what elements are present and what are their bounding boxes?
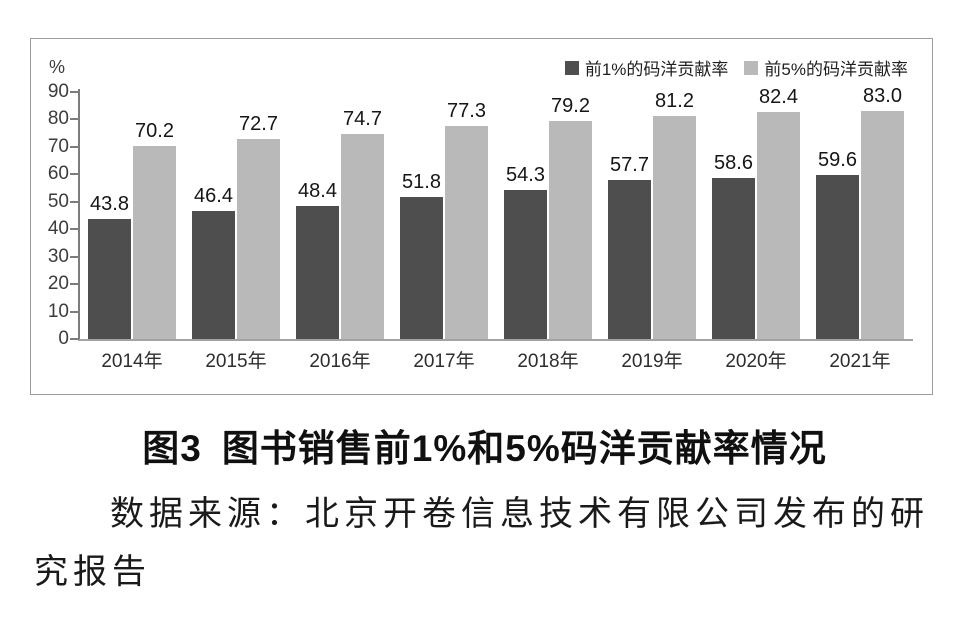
bar-top5 — [133, 145, 176, 339]
bar-top1 — [712, 177, 755, 339]
bar-value-label-top1: 57.7 — [610, 154, 649, 177]
chart-panel: 前1%的码洋贡献率 前5%的码洋贡献率 % 0 10 20 30 40 50 60 70 80 90… — [30, 38, 933, 395]
chart-legend: 前1%的码洋贡献率 前5%的码洋贡献率 — [564, 55, 908, 80]
plot-area: % 0 10 20 30 40 50 60 70 80 90 43.8 70.2 2014年 46.4 72… — [31, 39, 932, 394]
bar-value-label-top5: 79.2 — [551, 95, 590, 118]
figure-caption: 图3 图书销售前1%和5%码洋贡献率情况 — [0, 418, 969, 472]
bar-value-label-top5: 82.4 — [759, 86, 798, 109]
x-axis-label: 2017年 — [413, 351, 475, 372]
bar-top5 — [341, 133, 384, 339]
bar-value-label-top5: 74.7 — [343, 107, 382, 130]
x-axis-label: 2020年 — [725, 351, 787, 372]
x-axis-label: 2015年 — [205, 351, 267, 372]
y-axis-tick-label: 0 — [58, 328, 69, 349]
bar-value-label-top5: 83.0 — [863, 84, 902, 107]
bar-value-label-top5: 77.3 — [447, 100, 486, 123]
y-axis-tick-mark — [70, 283, 79, 285]
bar-top1 — [296, 205, 339, 339]
y-axis-tick-label: 40 — [47, 218, 69, 239]
bar-top1 — [88, 218, 131, 339]
bar-value-label-top1: 58.6 — [714, 151, 753, 174]
y-axis-line — [78, 89, 80, 341]
y-axis-tick-mark — [70, 173, 79, 175]
y-axis-tick-mark — [70, 200, 79, 203]
y-axis-tick-mark — [70, 228, 79, 230]
y-axis-tick-mark — [70, 310, 79, 313]
y-axis-tick-mark — [70, 255, 79, 258]
legend-label-top5: 前5%的码洋贡献率 — [764, 60, 908, 79]
y-axis-tick-mark — [70, 145, 79, 148]
bar-value-label-top1: 46.4 — [194, 185, 233, 208]
x-axis-label: 2019年 — [621, 351, 683, 372]
bar-top5 — [861, 110, 904, 339]
legend-swatch-top5 — [744, 60, 759, 75]
bar-top5 — [549, 121, 592, 339]
y-axis-tick-label: 20 — [47, 273, 69, 294]
bar-value-label-top5: 81.2 — [655, 89, 694, 112]
bar-value-label-top1: 54.3 — [506, 163, 545, 186]
bar-value-label-top1: 59.6 — [818, 149, 857, 172]
legend-swatch-top1 — [564, 60, 579, 75]
figure-source-note: 数据来源：北京开卷信息技术有限公司发布的研究报告 — [34, 496, 929, 591]
bar-top5 — [445, 126, 488, 339]
y-axis-unit-label: % — [48, 57, 65, 77]
y-axis-tick-label: 90 — [47, 80, 69, 102]
x-axis-label: 2014年 — [101, 351, 163, 372]
y-axis-tick-label: 60 — [47, 163, 69, 184]
y-axis-tick-label: 50 — [47, 190, 69, 212]
x-axis-line — [78, 339, 913, 341]
bar-top5 — [757, 112, 800, 339]
bar-top1 — [608, 180, 651, 339]
bar-value-label-top1: 43.8 — [90, 192, 129, 215]
bar-value-label-top1: 48.4 — [298, 179, 337, 202]
bar-top1 — [192, 211, 235, 339]
bar-top1 — [816, 175, 859, 339]
x-axis-label: 2018年 — [517, 351, 579, 372]
bar-top5 — [653, 115, 696, 339]
legend-item-top1: 前1%的码洋贡献率 — [564, 55, 729, 80]
legend-item-top5: 前5%的码洋贡献率 — [744, 55, 908, 80]
y-axis-tick-mark — [70, 118, 79, 120]
bar-top1 — [400, 196, 443, 339]
y-axis-tick-mark — [70, 338, 79, 340]
y-axis-tick-label: 10 — [47, 300, 69, 322]
bar-top5 — [237, 139, 280, 339]
y-axis-tick-label: 30 — [47, 245, 69, 267]
figure-title-text: 图书销售前1%和5%码洋贡献率情况 — [221, 428, 827, 469]
figure-number: 图3 — [142, 428, 202, 469]
bar-value-label-top1: 51.8 — [402, 170, 441, 193]
y-axis-tick-label: 70 — [47, 135, 69, 157]
bar-value-label-top5: 70.2 — [135, 119, 174, 142]
y-axis-tick-label: 80 — [47, 108, 69, 129]
y-axis-tick-mark — [70, 90, 79, 93]
x-axis-label: 2016年 — [309, 351, 371, 372]
x-axis-label: 2021年 — [829, 351, 891, 372]
bar-value-label-top5: 72.7 — [239, 113, 278, 136]
bar-top1 — [504, 189, 547, 339]
legend-label-top1: 前1%的码洋贡献率 — [584, 60, 729, 79]
